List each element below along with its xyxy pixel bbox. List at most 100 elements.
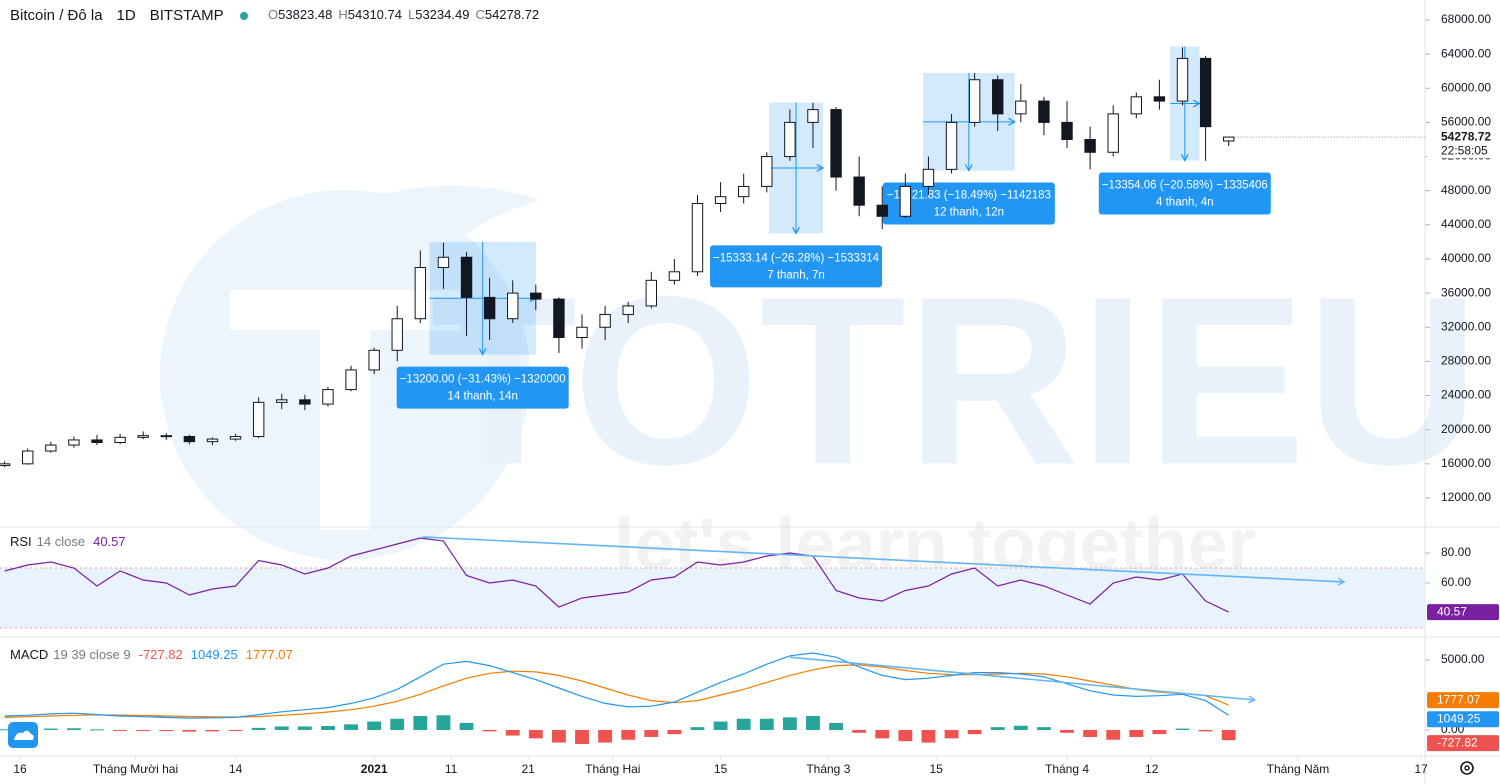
- macd-histogram-bar: [690, 727, 705, 730]
- candle-body: [1222, 136, 1235, 142]
- y-tick-label: 48000.00: [1441, 183, 1491, 197]
- candle-body: [1199, 57, 1212, 128]
- macd-histogram-bar: [20, 729, 35, 731]
- y-tick-label: 28000.00: [1441, 354, 1491, 368]
- macd-histogram-bar: [113, 729, 128, 731]
- y-tick-label: 16000.00: [1441, 456, 1491, 470]
- tv-logo[interactable]: [8, 722, 38, 748]
- ohlc-letter: C: [475, 7, 484, 22]
- candle-body: [553, 298, 565, 339]
- trend-line: [422, 536, 1345, 583]
- macd-histogram-bar: [1013, 725, 1028, 730]
- ohlc-value: 54278.72: [485, 7, 539, 22]
- candle-body: [22, 450, 34, 465]
- settings-button[interactable]: [1460, 761, 1474, 775]
- macd-histogram-bar: [1129, 729, 1144, 737]
- y-tick-label: 80.00: [1441, 545, 1471, 559]
- candle-body: [992, 79, 1004, 115]
- ohlc-letter: O: [268, 7, 278, 22]
- arrow-head: [1192, 99, 1201, 108]
- macd-histogram-bar: [297, 726, 312, 730]
- macd-histogram-bar: [875, 729, 890, 739]
- arrow-head: [478, 348, 487, 356]
- macd-line: [4, 652, 1230, 719]
- candle-body: [1038, 100, 1050, 123]
- y-tick-label: 40000.00: [1441, 251, 1491, 265]
- candle-body: [68, 439, 80, 446]
- macd-histogram-bar: [1036, 727, 1051, 730]
- y-tick-label: 32000.00: [1441, 319, 1491, 333]
- ohlc-value: 54310.74: [348, 7, 402, 22]
- macd-histogram-bar: [1106, 729, 1121, 740]
- macd-histogram-bar: [528, 729, 543, 739]
- macd-histogram-bar: [759, 718, 774, 730]
- y-tick-label: 60000.00: [1441, 80, 1491, 94]
- macd-histogram-bar: [459, 722, 474, 730]
- candle-body: [853, 176, 865, 206]
- candle-body: [391, 318, 403, 351]
- candle-body: [368, 349, 380, 371]
- macd-histogram-bar: [944, 729, 959, 739]
- arrow-head: [1337, 577, 1346, 586]
- candle-body: [114, 436, 126, 443]
- macd-histogram-bar: [205, 729, 220, 732]
- status-dot: [240, 12, 248, 20]
- macd-signal-tag-bg: [1427, 692, 1499, 709]
- y-tick-label: 36000.00: [1441, 285, 1491, 299]
- macd-histogram-bar: [990, 727, 1005, 730]
- rsi-value: 40.57: [93, 534, 126, 549]
- candle-body: [276, 399, 288, 403]
- macd-histogram-bar: [921, 729, 936, 743]
- x-tick-label: Tháng Hai: [585, 762, 640, 776]
- y-tick-label: 24000.00: [1441, 388, 1491, 402]
- macd-title: MACD: [10, 647, 48, 662]
- candle-body: [691, 202, 704, 273]
- arrow-head: [1180, 154, 1189, 162]
- tv-logo-cloud: [14, 730, 34, 740]
- y-tick-label: 56000.00: [1441, 115, 1491, 129]
- macd-histogram-bar: [1175, 728, 1190, 730]
- settings-gear: [1460, 761, 1474, 775]
- measure-label: −11421.83 (−18.49%) −1142183: [887, 190, 1051, 202]
- symbol: Bitcoin / Đô la: [10, 7, 103, 24]
- x-tick-label: Tháng 3: [806, 762, 850, 776]
- x-tick-label: 2021: [361, 762, 388, 776]
- macd-histogram-bar: [575, 729, 589, 744]
- macd-histogram-bar: [505, 729, 520, 736]
- arrow-head: [792, 226, 800, 235]
- macd-hist-value: -727.82: [139, 647, 183, 662]
- macd-histogram-bar: [321, 726, 335, 730]
- macd-histogram-bar: [43, 728, 58, 730]
- x-tick-label: 12: [1145, 762, 1159, 776]
- macd-histogram-bar: [852, 729, 867, 733]
- y-tick-label: 44000.00: [1441, 217, 1491, 231]
- macd-histogram-bar: [66, 728, 81, 730]
- candle-body: [576, 326, 588, 339]
- macd-histogram-bar: [598, 729, 613, 743]
- macd-histogram-bar: [621, 729, 636, 740]
- macd-histogram-bar: [413, 715, 428, 730]
- y-tick-label: 60.00: [1441, 575, 1471, 589]
- measure-label: −13200.00 (−31.43%) −1320000: [400, 374, 566, 386]
- candle-body: [922, 168, 935, 187]
- measure-sublabel: 4 thanh, 4n: [1156, 197, 1214, 209]
- candle-body: [830, 109, 842, 178]
- x-tick-label: 17: [1414, 762, 1428, 776]
- macd-histogram-bar: [1060, 729, 1074, 733]
- macd-histogram-bar: [367, 721, 382, 730]
- macd-histogram-bar: [967, 729, 982, 735]
- macd-histogram-bar: [667, 729, 682, 735]
- candle-body: [45, 444, 57, 452]
- y-tick-label: 5000.00: [1441, 652, 1485, 666]
- candle-body: [945, 121, 958, 170]
- macd-signal-value: 1777.07: [246, 647, 293, 662]
- measure-label-bg: [1098, 172, 1271, 215]
- x-tick-label: 11: [445, 762, 458, 776]
- macd-histogram-bar: [898, 729, 913, 742]
- macd-histogram-bar: [182, 729, 197, 732]
- macd-histogram-bar: [159, 729, 174, 732]
- macd-settings: 19 39 close 9: [53, 647, 130, 662]
- measure-label: −13354.06 (−20.58%) −1335406: [1102, 180, 1268, 192]
- macd-line-tag-bg: [1427, 711, 1499, 728]
- candle-body: [183, 436, 196, 443]
